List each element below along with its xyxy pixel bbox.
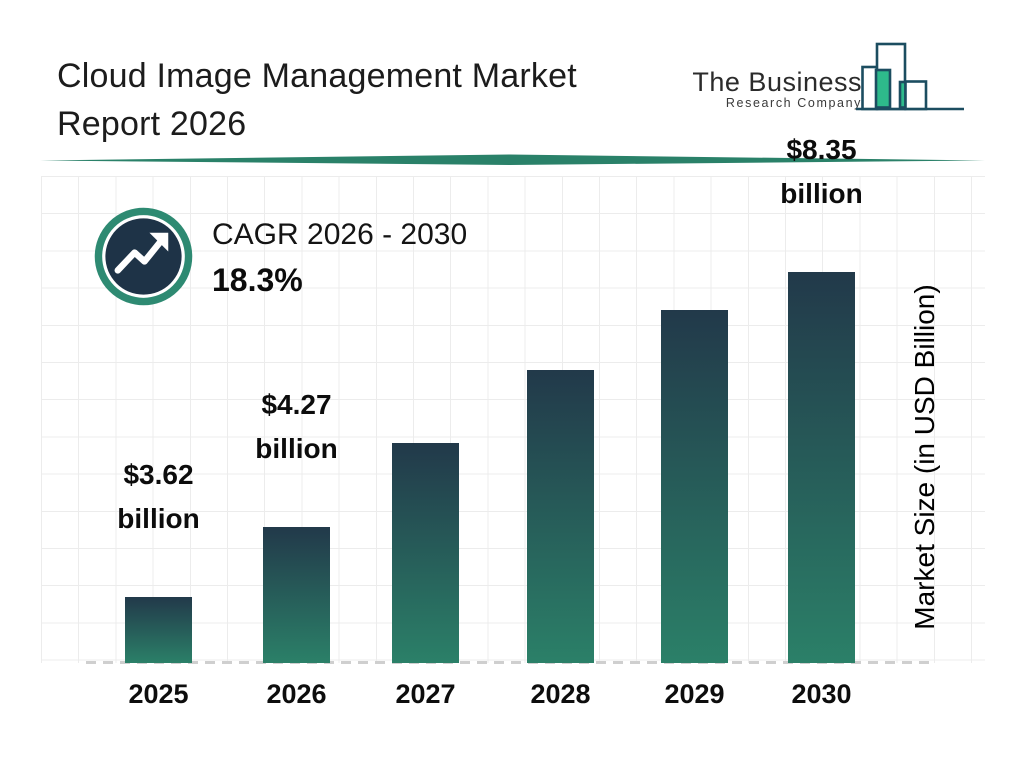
- cagr-period-label: CAGR 2026 - 2030: [212, 218, 468, 251]
- x-tick-2028: 2028: [530, 679, 591, 709]
- trending-up-icon: [94, 207, 193, 306]
- x-axis-baseline: [86, 661, 935, 664]
- value-label-2026: $4.27 billion: [255, 389, 338, 464]
- title-divider: [40, 154, 985, 165]
- bar-2027: [392, 443, 459, 663]
- page-title: Cloud Image Management Market Report 202…: [57, 52, 577, 148]
- x-tick-2030: 2030: [791, 679, 852, 709]
- logo-bar-chart-icon: [856, 42, 964, 111]
- bar-2028: [527, 370, 594, 663]
- bar-2030: [788, 272, 855, 663]
- value-label-2025: $3.62 billion: [117, 459, 200, 534]
- bar-2025: [125, 597, 192, 663]
- logo-name-primary: The Business: [692, 67, 862, 97]
- x-tick-2029: 2029: [664, 679, 725, 709]
- x-tick-2025: 2025: [128, 679, 189, 709]
- x-tick-2027: 2027: [395, 679, 456, 709]
- bar-2029: [661, 310, 728, 663]
- x-tick-2026: 2026: [266, 679, 327, 709]
- cagr-callout: CAGR 2026 - 2030 18.3%: [212, 218, 467, 299]
- page-title-line2: Report 2026: [57, 105, 247, 143]
- page-title-line1: Cloud Image Management Market: [57, 57, 577, 95]
- value-label-2030: $8.35 billion: [780, 134, 863, 209]
- bar-2026: [263, 527, 330, 663]
- cagr-value: 18.3%: [212, 262, 303, 298]
- y-axis-label: Market Size (in USD Billion): [909, 284, 940, 630]
- company-logo-text: The Business Research Company: [660, 68, 862, 110]
- logo-name-secondary: Research Company: [725, 96, 862, 110]
